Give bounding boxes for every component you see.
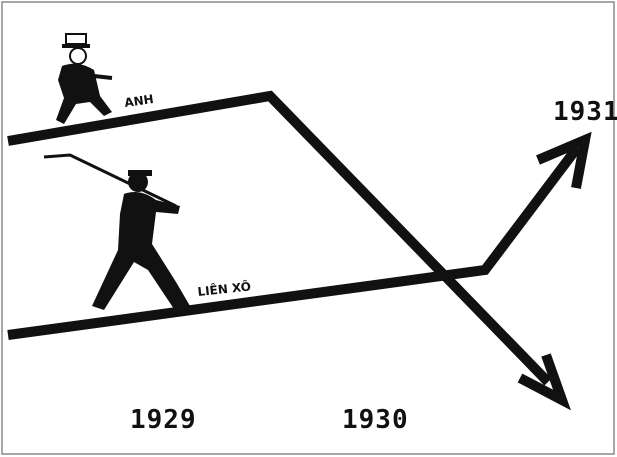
year-label: 1929 [130, 405, 197, 435]
year-label: 1930 [342, 405, 409, 435]
year-label: 1931 [553, 97, 617, 127]
poster: ANH LIÊN XÔ 1929 1930 1931 [0, 0, 617, 457]
